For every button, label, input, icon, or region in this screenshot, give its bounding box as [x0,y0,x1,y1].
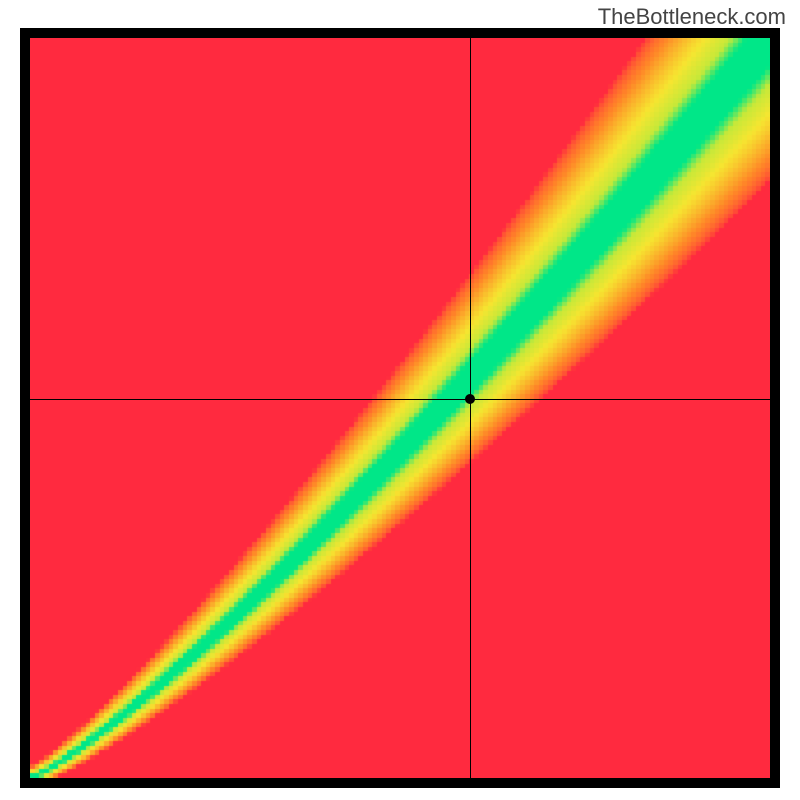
bottleneck-heatmap-container: TheBottleneck.com [0,0,800,800]
watermark-text: TheBottleneck.com [598,4,786,30]
plot-inner [30,38,770,778]
heatmap-canvas [30,38,770,778]
plot-frame [20,28,780,788]
